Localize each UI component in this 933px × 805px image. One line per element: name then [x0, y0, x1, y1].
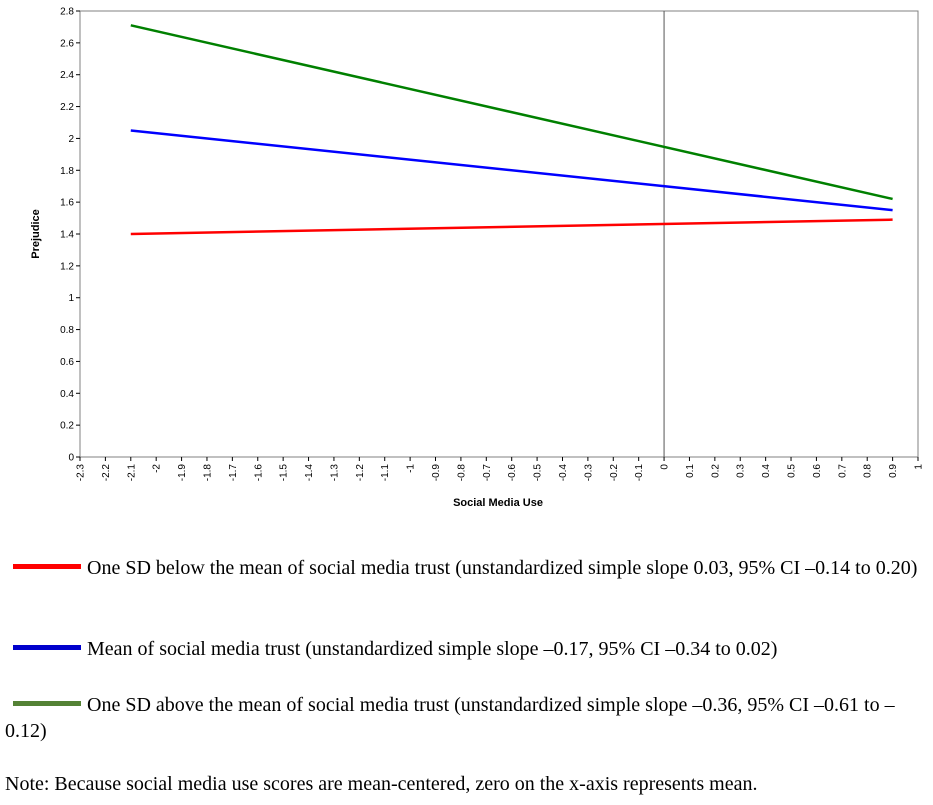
x-tick-label-14: -0.9 — [431, 464, 442, 482]
y-tick-label-6: 1.2 — [60, 261, 74, 272]
x-tick-label-26: 0.3 — [736, 464, 747, 478]
y-tick-label-3: 0.6 — [60, 357, 74, 368]
x-tick-label-0: -2.3 — [76, 464, 87, 482]
series-line-mean — [130, 129, 893, 212]
x-tick-label-18: -0.5 — [533, 464, 544, 482]
x-tick-label-2: -2.1 — [126, 464, 137, 482]
y-tick-label-10: 2 — [68, 134, 74, 145]
x-tick-label-12: -1.1 — [380, 464, 391, 482]
y-tick-label-9: 1.8 — [60, 166, 74, 177]
x-tick-label-30: 0.7 — [837, 464, 848, 478]
x-tick-label-33: 1 — [914, 464, 925, 470]
y-tick-label-2: 0.4 — [60, 389, 74, 400]
x-tick-label-21: -0.2 — [609, 464, 620, 482]
x-tick-label-10: -1.3 — [329, 464, 340, 482]
legend-entry-mean: Mean of social media trust (unstandardiz… — [5, 636, 930, 662]
y-tick-label-8: 1.6 — [60, 198, 74, 209]
x-tick-label-1: -2.2 — [101, 464, 112, 482]
series-line-low — [130, 218, 893, 236]
y-tick-label-7: 1.4 — [60, 230, 74, 241]
legend-label-mean: Mean of social media trust (unstandardiz… — [87, 638, 778, 660]
legend-label-high: One SD above the mean of social media tr… — [5, 694, 895, 742]
x-tick-label-24: 0.1 — [685, 464, 696, 478]
y-tick-label-5: 1 — [68, 293, 74, 304]
series-group — [130, 24, 893, 236]
x-tick-label-11: -1.2 — [355, 464, 366, 482]
x-axis: -2.3 -2.2 -2.1 -2 -1.9 -1.8 -1.7 -1.6 -1.5 -1.4 -1… — [76, 457, 925, 481]
x-tick-label-6: -1.7 — [228, 464, 239, 482]
x-tick-label-15: -0.8 — [456, 464, 467, 482]
legend-swatch-low — [13, 563, 81, 569]
x-tick-label-20: -0.3 — [583, 464, 594, 482]
x-tick-label-4: -1.9 — [177, 464, 188, 482]
y-axis-title: Prejudice — [30, 209, 42, 259]
y-tick-label-4: 0.8 — [60, 325, 74, 336]
legend-swatch-mean — [13, 644, 81, 650]
x-tick-label-23: 0 — [660, 464, 671, 470]
y-tick-label-0: 0 — [68, 453, 74, 464]
y-axis: 0 0.2 0.4 0.6 0.8 1 1.2 1.4 1.6 1.8 2 2.2 2.4 2.6 2.8 — [60, 7, 80, 464]
x-tick-label-5: -1.8 — [202, 464, 213, 482]
x-tick-label-22: -0.1 — [634, 464, 645, 482]
chart: 00.20.40.60.811.21.41.61.822.22.42.62.8 … — [30, 7, 925, 510]
legend-label-low: One SD below the mean of social media tr… — [87, 557, 918, 579]
legend-entry-low: One SD below the mean of social media tr… — [5, 555, 930, 581]
x-tick-label-3: -2 — [152, 464, 163, 473]
y-tick-label-12: 2.4 — [60, 70, 74, 81]
x-tick-label-17: -0.6 — [507, 464, 518, 482]
figure-note: Note: Because social media use scores ar… — [5, 773, 758, 795]
x-tick-label-7: -1.6 — [253, 464, 264, 482]
x-tick-label-8: -1.5 — [279, 464, 290, 482]
x-tick-label-27: 0.4 — [761, 464, 772, 478]
x-tick-label-32: 0.9 — [888, 464, 899, 478]
x-tick-label-19: -0.4 — [558, 464, 569, 482]
x-axis-title: Social Media Use — [453, 497, 543, 509]
x-tick-label-9: -1.4 — [304, 464, 315, 482]
plot-area — [79, 10, 919, 458]
legend-swatch-high — [13, 700, 81, 706]
y-tick-label-13: 2.6 — [60, 38, 74, 49]
x-tick-label-28: 0.5 — [787, 464, 798, 478]
y-tick-label-1: 0.2 — [60, 421, 74, 432]
x-tick-label-31: 0.8 — [863, 464, 874, 478]
legend-entry-high: One SD above the mean of social media tr… — [5, 692, 930, 744]
series-line-high — [130, 24, 893, 201]
y-tick-label-14: 2.8 — [60, 7, 74, 18]
x-tick-label-29: 0.6 — [812, 464, 823, 478]
x-tick-label-13: -1 — [406, 464, 417, 473]
y-tick-label-11: 2.2 — [60, 102, 74, 113]
x-tick-label-16: -0.7 — [482, 464, 493, 482]
x-tick-label-25: 0.2 — [710, 464, 721, 478]
